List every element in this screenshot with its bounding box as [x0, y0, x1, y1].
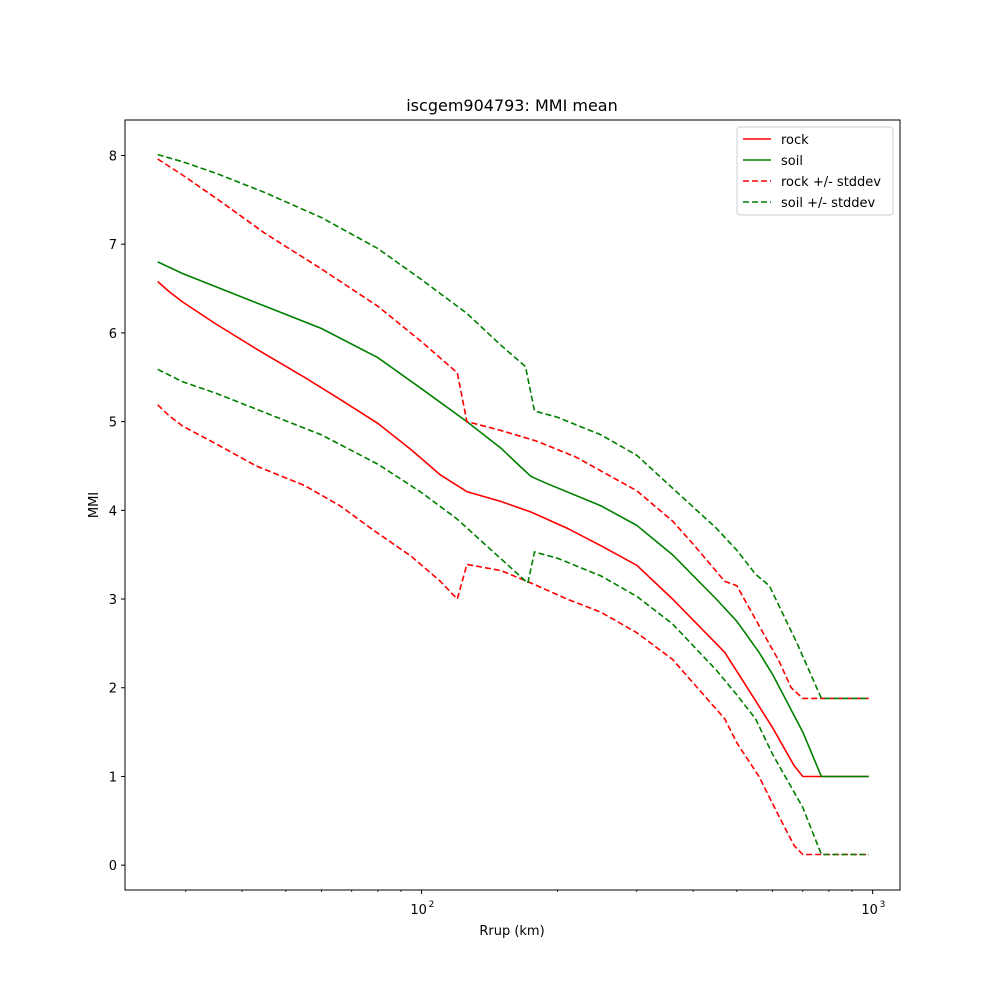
legend: rock soil rock +/- stddev soil +/- stddev — [736, 126, 894, 216]
y-axis-ticks: 0 1 2 3 4 5 6 7 8 — [109, 149, 125, 874]
x-tick-label-0: 10 — [410, 903, 427, 918]
y-tick-label-2: 2 — [109, 682, 117, 697]
series-line-4 — [157, 404, 869, 856]
legend-label-3: soil +/- stddev — [781, 196, 876, 211]
chart-title: iscgem904793: MMI mean — [406, 96, 618, 115]
y-tick-label-4: 4 — [109, 504, 117, 519]
x-tick-exponent-1: 3 — [880, 900, 886, 910]
series-layer — [157, 153, 869, 856]
x-axis-label: Rrup (km) — [479, 924, 544, 939]
y-tick-label-8: 8 — [109, 149, 117, 164]
y-tick-label-7: 7 — [109, 238, 117, 253]
legend-label-0: rock — [781, 133, 809, 148]
legend-label-2: rock +/- stddev — [781, 175, 881, 190]
series-line-2 — [157, 158, 869, 700]
y-tick-label-1: 1 — [109, 770, 117, 785]
x-tick-label-1: 10 — [861, 903, 878, 918]
y-tick-label-0: 0 — [109, 859, 117, 874]
plot-frame — [124, 119, 901, 891]
y-axis-label: MMI — [87, 492, 102, 518]
legend-label-1: soil — [781, 154, 803, 169]
series-line-1 — [157, 261, 869, 778]
y-tick-label-3: 3 — [109, 593, 117, 608]
series-line-3 — [157, 153, 869, 700]
x-axis-ticks: 10 2 10 3 — [185, 890, 886, 918]
legend-box — [736, 126, 894, 216]
series-line-5 — [157, 368, 869, 856]
y-tick-label-6: 6 — [109, 327, 117, 342]
series-line-0 — [157, 280, 869, 778]
legend-items: rock soil rock +/- stddev soil +/- stddev — [743, 133, 881, 211]
x-tick-exponent-0: 2 — [429, 900, 435, 910]
y-tick-label-5: 5 — [109, 416, 117, 431]
